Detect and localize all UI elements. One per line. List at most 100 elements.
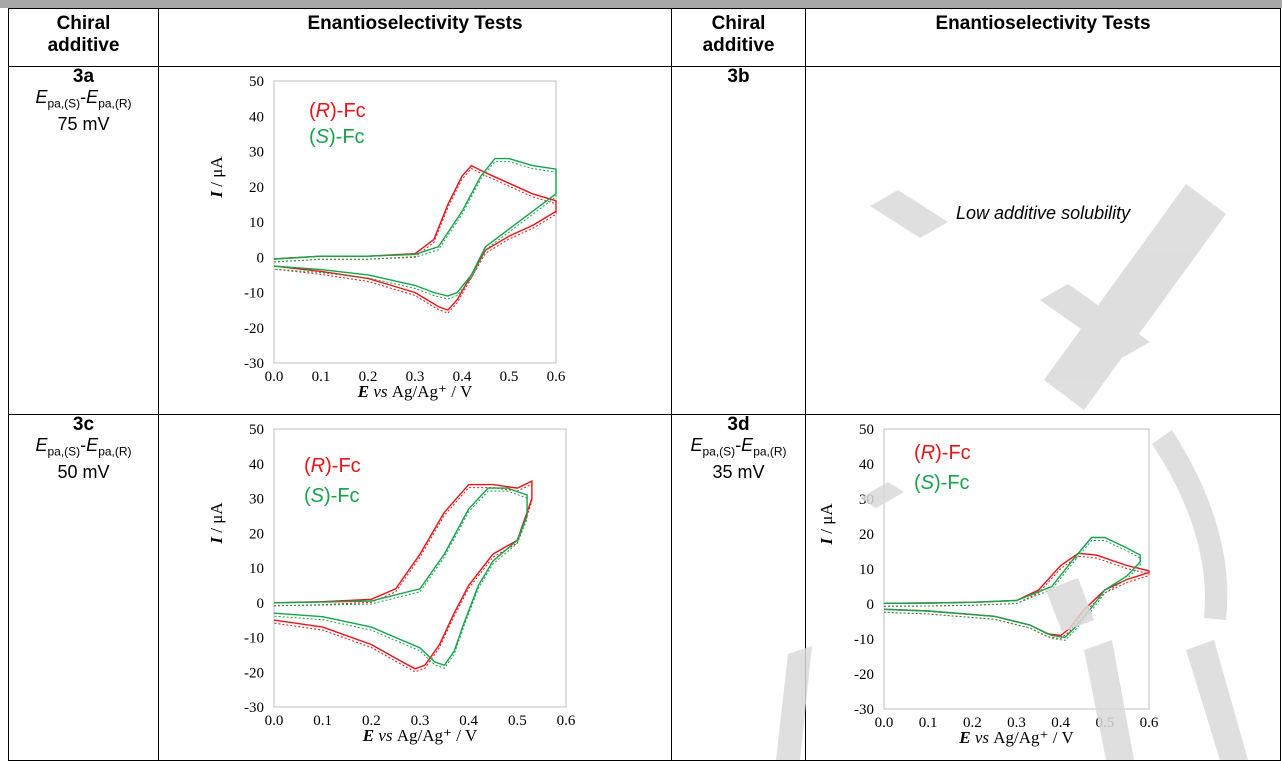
y-axis-label: I / μA: [207, 502, 226, 545]
subscript: pa,(R): [753, 444, 787, 459]
y-tick-label: 0: [257, 596, 265, 612]
legend-italic: S: [311, 485, 325, 507]
legend-entry: (R)-Fc: [304, 455, 361, 477]
y-tick-label: -20: [854, 667, 874, 683]
legend-italic: S: [921, 472, 935, 494]
y-tick-label: 10: [249, 215, 264, 231]
chart-cell-3d: 50 40 30 20 10 0 -10 -20 -30 0.0 0.1 0.2 0.3 0.4 0.5 0.…: [805, 414, 1281, 761]
y-tick-label: 50: [249, 422, 264, 438]
legend-suffix: )-Fc: [934, 472, 970, 494]
y-tick-label: -30: [244, 700, 264, 716]
x-tick-label: 0.1: [312, 369, 331, 385]
cv-chart-3a: 50 40 30 20 10 0 -10 -20 -300.0 0.1 0.2 0.3 0.4 0.5 0.…: [207, 74, 566, 401]
y-tick-label: -30: [854, 702, 874, 718]
potential-difference: Epa,(S)-Epa,(R): [35, 87, 132, 111]
series-line: [273, 157, 557, 297]
x-label-rest: Ag/Ag⁺ / V: [392, 382, 473, 401]
header-line: Chiral: [56, 13, 111, 34]
header-chiral-additive-2: Chiral additive: [671, 8, 806, 67]
header-chiral-additive-1: Chiral additive: [8, 8, 159, 67]
legend-prefix: (: [914, 442, 921, 464]
series-line-replicate: [273, 161, 557, 300]
series-line-replicate: [273, 167, 557, 314]
y-tick-label: 30: [249, 492, 264, 508]
header-row: Chiral additive Enantioselectivity Tests…: [8, 8, 1281, 67]
y-label-i: I: [207, 533, 226, 545]
header-line: additive: [702, 35, 775, 56]
x-label-e: E: [958, 728, 975, 747]
y-tick-label: 40: [249, 457, 264, 473]
chart-cell-3c: 50 40 30 20 10 0 -10 -20 -30 0.0 0.1 0.2 0.3 0.4 0.5 0.…: [158, 414, 672, 761]
y-tick-label: 30: [249, 145, 264, 161]
e-symbol: E: [86, 87, 99, 107]
x-tick-label: 0.5: [508, 713, 527, 729]
x-tick-label: 0.4: [453, 369, 472, 385]
potential-difference: Epa,(S)-Epa,(R): [35, 435, 132, 459]
series-line-replicate: [883, 540, 1141, 641]
y-tick-label: 20: [249, 180, 264, 196]
additive-cell-3d: 3d Epa,(S)-Epa,(R) 35 mV: [671, 414, 806, 761]
results-table: Chiral additive Enantioselectivity Tests…: [8, 8, 1281, 761]
legend-entry: (R)-Fc: [309, 100, 366, 122]
header-line: Chiral: [711, 13, 766, 34]
note-cell-3b: Low additive solubility: [805, 66, 1281, 415]
additive-id: 3a: [72, 66, 95, 87]
e-symbol: E: [35, 87, 48, 107]
x-tick-label: 0.3: [406, 369, 425, 385]
y-tick-label: -30: [244, 356, 264, 372]
series-line-replicate: [883, 555, 1150, 640]
e-symbol: E: [741, 435, 754, 455]
x-label-e: E: [362, 726, 379, 745]
additive-cell-3a: 3a Epa,(S)-Epa,(R) 75 mV: [8, 66, 159, 415]
subscript: pa,(R): [98, 444, 132, 459]
x-axis-label: E vs Ag/Ag⁺ / V: [362, 726, 478, 745]
cv-chart-3c: 50 40 30 20 10 0 -10 -20 -300.0 0.1 0.2 0.3 0.4 0.5 0.…: [207, 422, 576, 745]
legend-italic: R: [921, 442, 935, 464]
y-tick-label: 40: [859, 457, 874, 473]
y-label-i: I: [817, 534, 836, 546]
y-label-rest: / μA: [817, 503, 836, 534]
chart-cell-3a: 50 40 30 20 10 0 -10 -20 -30 0.0 0.1 0.2 0.3 0.4 0.5 0.…: [158, 66, 672, 415]
subscript: pa,(S): [47, 444, 81, 459]
additive-id: 3c: [72, 414, 95, 435]
y-tick-label: 0: [867, 597, 875, 613]
y-tick-label: 40: [249, 109, 264, 125]
e-symbol: E: [690, 435, 703, 455]
legend-prefix: (: [304, 455, 311, 477]
legend-prefix: (: [309, 126, 316, 148]
x-tick-label: 0.5: [500, 369, 519, 385]
y-tick-label: 20: [249, 526, 264, 542]
y-label-i: I: [207, 187, 226, 199]
y-tick-label: -10: [244, 286, 264, 302]
plot-frame: [273, 428, 567, 708]
y-tick-label: 30: [859, 492, 874, 508]
y-tick-label: 20: [859, 527, 874, 543]
legend-prefix: (: [309, 100, 316, 122]
x-label-rest: Ag/Ag⁺ / V: [993, 728, 1074, 747]
table-row: 3a Epa,(S)-Epa,(R) 75 mV 50 40 30 20 10 0 -10 -…: [8, 66, 1281, 415]
legend-suffix: )-Fc: [330, 100, 366, 122]
x-tick-label: 0.0: [265, 713, 284, 729]
y-label-rest: / μA: [207, 502, 226, 533]
y-tick-label: -20: [244, 665, 264, 681]
x-label-vs: vs: [373, 382, 391, 401]
series-line: [883, 552, 1150, 637]
subscript: pa,(S): [702, 444, 736, 459]
subscript: pa,(S): [47, 96, 81, 111]
legend-entry: (S)-Fc: [304, 485, 360, 507]
x-tick-label: 0.5: [1095, 715, 1114, 731]
series-line: [273, 479, 533, 670]
x-axis-label: E vs Ag/Ag⁺ / V: [958, 728, 1074, 747]
legend-suffix: )-Fc: [325, 455, 361, 477]
potential-difference: Epa,(S)-Epa,(R): [690, 435, 787, 459]
x-tick-label: 0.6: [557, 713, 576, 729]
y-tick-label: 10: [859, 562, 874, 578]
series-line: [273, 164, 557, 311]
plot-frame: [883, 428, 1150, 710]
series-line-replicate: [273, 490, 528, 669]
series-line: [883, 536, 1141, 639]
legend-entry: (S)-Fc: [914, 472, 970, 494]
x-tick-label: 0.6: [1140, 715, 1159, 731]
series-line: [273, 487, 528, 667]
x-tick-label: 0.2: [362, 713, 381, 729]
